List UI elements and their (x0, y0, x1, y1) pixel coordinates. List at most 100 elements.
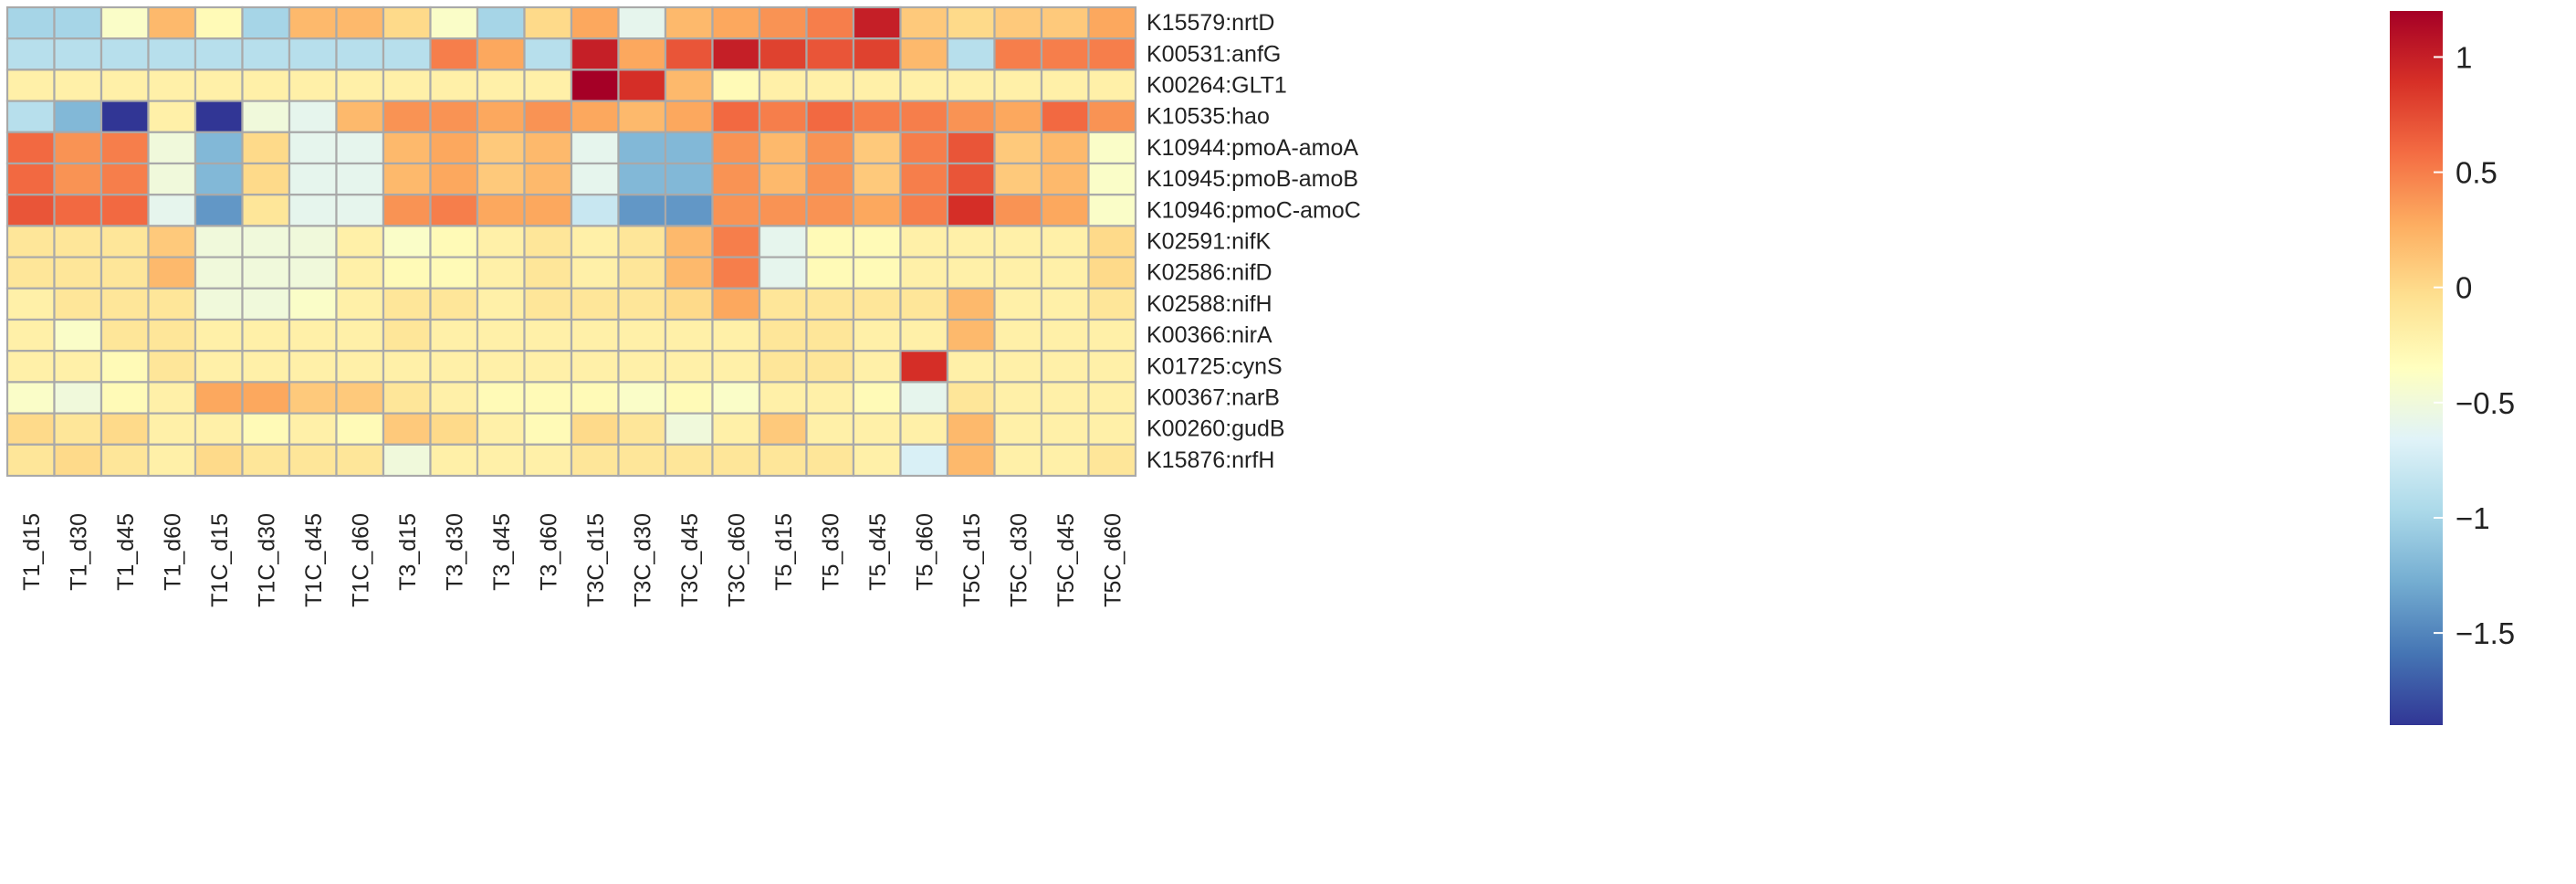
heatmap-cell (288, 37, 338, 71)
row-label: K10535:hao (1147, 104, 1270, 130)
heatmap-cell (758, 256, 808, 289)
heatmap-cell (899, 256, 949, 289)
heatmap-cell (758, 131, 808, 165)
row-label: K02591:nifK (1147, 229, 1272, 255)
column-label: T5C_d30 (1006, 513, 1031, 607)
heatmap-cell (1040, 412, 1090, 446)
heatmap-cell (993, 68, 1043, 102)
heatmap-cell (617, 412, 667, 446)
colorbar-tick-label: −1 (2456, 501, 2490, 535)
heatmap-cell (382, 225, 432, 258)
heatmap-cell (53, 225, 103, 258)
heatmap-cell (805, 412, 855, 446)
column-label: T3C_d45 (677, 513, 703, 607)
heatmap-cell (617, 225, 667, 258)
heatmap-cell (570, 318, 620, 353)
heatmap-cell (758, 225, 808, 258)
heatmap-cell (852, 318, 902, 353)
heatmap-cell (993, 381, 1043, 415)
heatmap-cell (53, 194, 103, 227)
heatmap-cell (758, 318, 808, 353)
heatmap-cell (946, 350, 996, 384)
heatmap-cell (758, 412, 808, 446)
column-label: T1_d60 (160, 513, 185, 591)
column-label: T1C_d30 (254, 513, 279, 607)
heatmap-cell (852, 162, 902, 196)
heatmap-cell (523, 225, 573, 258)
heatmap-cell (758, 350, 808, 384)
heatmap-cell (993, 412, 1043, 446)
heatmap-cell (335, 412, 385, 446)
heatmap-cell (946, 5, 996, 40)
heatmap-cell (523, 162, 573, 196)
heatmap-cell (99, 443, 150, 478)
heatmap-cell (711, 100, 761, 133)
heatmap-cell (617, 100, 667, 133)
heatmap-cell (241, 256, 291, 289)
heatmap-cell (1087, 350, 1137, 384)
heatmap-cell (5, 5, 56, 40)
row-label: K10946:pmoC-amoC (1147, 197, 1361, 223)
row-label: K01725:cynS (1147, 353, 1283, 379)
heatmap-cell (993, 318, 1043, 353)
heatmap-cell (993, 225, 1043, 258)
heatmap-cell (852, 287, 902, 321)
heatmap-cell (335, 194, 385, 227)
heatmap-cell (711, 162, 761, 196)
heatmap-cell (523, 381, 573, 415)
heatmap-cell (899, 131, 949, 165)
row-label: K02586:nifD (1147, 260, 1272, 286)
heatmap-cell (382, 287, 432, 321)
heatmap-cell (382, 5, 432, 40)
heatmap-cell (852, 131, 902, 165)
heatmap-cell (147, 5, 197, 40)
heatmap-cell (899, 443, 949, 478)
colorbar-tick-label: 0 (2456, 271, 2472, 305)
heatmap-cell (288, 381, 338, 415)
heatmap-cell (1040, 443, 1090, 478)
heatmap-cell (617, 5, 667, 40)
heatmap-cell (805, 225, 855, 258)
heatmap-cell (899, 37, 949, 71)
heatmap-cell (335, 256, 385, 289)
heatmap-cell (53, 412, 103, 446)
heatmap-cell (429, 37, 479, 71)
heatmap-cell (99, 256, 150, 289)
heatmap-cell (5, 100, 56, 133)
heatmap-cell (194, 225, 244, 258)
heatmap-cell (570, 443, 620, 478)
heatmap-cell (476, 5, 526, 40)
column-label: T5_d60 (912, 513, 937, 591)
heatmap-cell (993, 443, 1043, 478)
heatmap-cell (382, 318, 432, 353)
heatmap-cell (382, 162, 432, 196)
heatmap-cell (570, 225, 620, 258)
heatmap-cell (993, 5, 1043, 40)
heatmap-cell (335, 381, 385, 415)
heatmap-cell (194, 68, 244, 102)
heatmap-cell (5, 350, 56, 384)
heatmap-cell (711, 443, 761, 478)
heatmap-cell (288, 318, 338, 353)
heatmap-cell (5, 412, 56, 446)
heatmap-cell (429, 225, 479, 258)
heatmap-cell (382, 131, 432, 165)
column-label: T1_d30 (66, 513, 91, 591)
heatmap-cell (53, 318, 103, 353)
heatmap-cell (852, 225, 902, 258)
heatmap-cell (476, 350, 526, 384)
heatmap-cell (335, 318, 385, 353)
heatmap-cell (805, 131, 855, 165)
heatmap-cell (5, 37, 56, 71)
heatmap-cell (429, 412, 479, 446)
heatmap-cell (899, 225, 949, 258)
heatmap-cell (99, 68, 150, 102)
heatmap-cell (946, 37, 996, 71)
heatmap-cell (147, 37, 197, 71)
heatmap-cell (147, 287, 197, 321)
heatmap-cell (147, 381, 197, 415)
heatmap-cell (476, 318, 526, 353)
heatmap-cell (993, 194, 1043, 227)
heatmap-cell (476, 100, 526, 133)
heatmap-cell (335, 350, 385, 384)
